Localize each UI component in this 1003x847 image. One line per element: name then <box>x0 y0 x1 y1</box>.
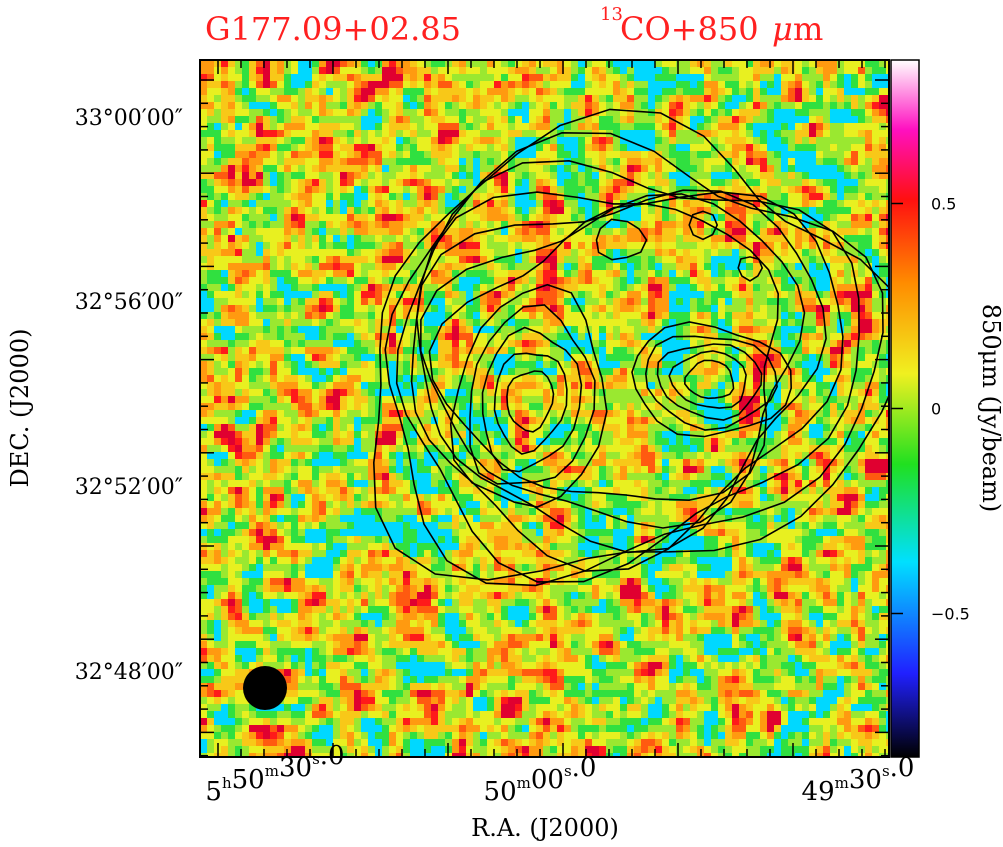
x-tick-label: 50m00s.0 <box>484 753 597 807</box>
y-tick-label: 32°56′00″ <box>75 290 183 315</box>
tracer-main: CO+850 <box>620 10 759 48</box>
x-tick-label: 5h50m30s.0 <box>205 741 344 807</box>
tracer-mu: μ <box>772 10 793 48</box>
colorbar-tick-label: −0.5 <box>931 605 970 624</box>
source-name-title: G177.09+02.85 <box>205 10 461 48</box>
axis-ticks <box>200 60 889 757</box>
x-axis-label: R.A. (J2000) <box>471 814 619 842</box>
contour-knot-2 <box>688 210 719 241</box>
contour-west-peak-0 <box>449 283 608 508</box>
contour-outer-4 <box>415 189 827 554</box>
plot-frame <box>199 59 890 758</box>
tracer-unit: m <box>793 10 823 48</box>
colorbar-ticks: 0.5 0 −0.5 <box>891 195 970 624</box>
colorbar-tick-label: 0.5 <box>931 195 956 214</box>
beam-marker <box>243 666 287 710</box>
y-tick-labels: 33°00′00″ 32°56′00″ 32°52′00″ 32°48′00″ <box>75 106 183 685</box>
y-axis-label: DEC. (J2000) <box>6 329 34 488</box>
co-contours <box>372 108 889 587</box>
colorbar-tick-label: 0 <box>931 400 941 419</box>
x-tick-label: 49m30s.0 <box>802 753 915 807</box>
tracer-superscript: 13 <box>600 4 623 25</box>
tracer-title: 13 CO+850 μ m <box>600 4 823 48</box>
continuum-heatmap <box>200 60 889 757</box>
y-tick-label: 32°52′00″ <box>75 475 183 500</box>
contour-outer-1 <box>384 131 884 587</box>
colorbar-label: 850μm (Jy/beam) <box>977 304 1003 512</box>
contour-west-peak-4 <box>506 370 555 433</box>
contour-knot-1 <box>595 218 648 261</box>
contour-east-peak-3 <box>668 350 747 409</box>
y-tick-label: 32°48′00″ <box>75 660 183 685</box>
contour-east-peak-4 <box>683 359 735 400</box>
contour-knot-3 <box>737 256 764 282</box>
y-tick-label: 33°00′00″ <box>75 106 183 131</box>
contour-outer-3 <box>410 191 844 572</box>
contour-west-peak-3 <box>493 352 568 455</box>
contour-west-peak-2 <box>481 326 583 473</box>
contour-west-peak-1 <box>469 304 596 485</box>
contour-east-peak-0 <box>631 321 793 438</box>
x-tick-labels: 5h50m30s.0 50m00s.0 49m30s.0 <box>205 741 914 807</box>
contour-outer-0 <box>372 108 889 581</box>
contour-outer-6 <box>428 202 780 502</box>
contour-east-peak-1 <box>644 335 778 431</box>
contour-east-peak-2 <box>656 343 763 421</box>
